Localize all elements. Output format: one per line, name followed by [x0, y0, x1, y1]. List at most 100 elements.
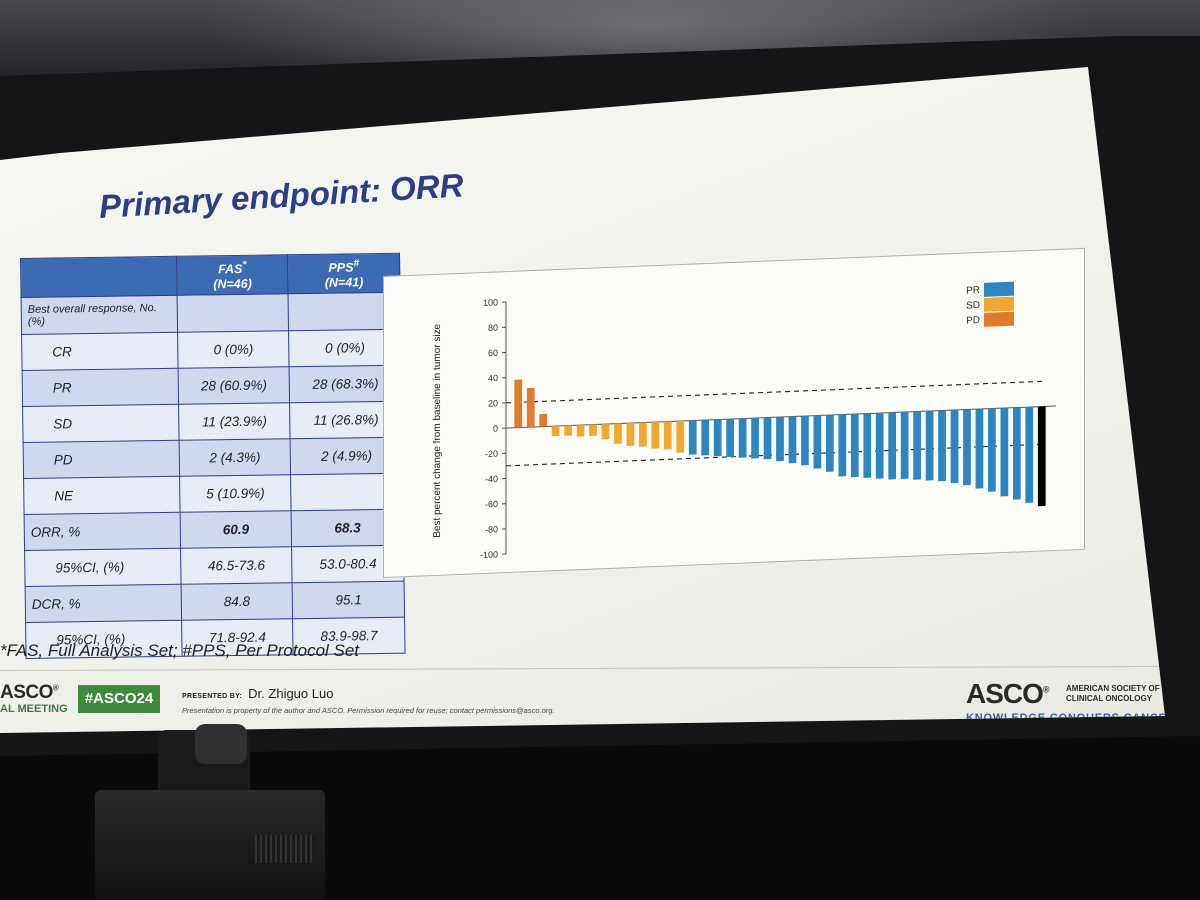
table-row: CR 0 (0%) 0 (0%) [21, 329, 402, 371]
legend-label: PR [966, 285, 980, 297]
waterfall-bar [925, 410, 934, 481]
waterfall-bar [988, 408, 996, 492]
conference-sub: AL MEETING [0, 703, 68, 715]
fas-value: 60.9 [179, 510, 292, 549]
society-name: AMERICAN SOCIETY OF CLINICAL ONCOLOGY [1066, 684, 1160, 703]
row-label: 95%CI, (%) [24, 548, 181, 587]
waterfall-bar [825, 414, 834, 472]
waterfall-bar [963, 409, 971, 486]
waterfall-bar [1037, 406, 1046, 507]
legend-swatch [984, 281, 1014, 297]
legend-swatch [984, 296, 1014, 312]
waterfall-chart-svg: 100 80 60 40 20 0 -20 -40 -60 -80 -100 Best percent… [432, 281, 1056, 560]
asco-brand-logo: ASCO® [966, 678, 1049, 709]
y-tick-label: -80 [485, 524, 498, 535]
footer-divider [0, 665, 1160, 672]
y-tick-label: -100 [480, 549, 498, 560]
waterfall-bar [713, 419, 722, 457]
row-label: Best overall response, No. (%) [21, 295, 178, 335]
fas-value: 28 (60.9%) [177, 366, 290, 405]
fas-value: 5 (10.9%) [179, 474, 292, 513]
table-header-fas: FAS* (N=46) [176, 254, 289, 296]
waterfall-bar [601, 423, 610, 440]
fas-value: 0 (0%) [177, 330, 290, 369]
table-row: Best overall response, No. (%) [21, 292, 401, 335]
pps-value: 95.1 [292, 581, 405, 619]
waterfall-bar [663, 421, 672, 450]
waterfall-bar [676, 420, 685, 453]
reference-line [506, 380, 1046, 404]
fas-value: 84.8 [180, 582, 294, 621]
y-tick-label: 0 [493, 423, 498, 433]
waterfall-bar [576, 424, 585, 437]
waterfall-bar [776, 416, 784, 462]
response-table: FAS* (N=46) PPS# (N=41) Best overall res… [20, 253, 406, 659]
table-row: ORR, % 60.9 68.3 [24, 509, 404, 551]
row-label: DCR, % [25, 584, 182, 623]
fas-value: 11 (23.9%) [178, 402, 291, 441]
waterfall-bar [950, 409, 959, 484]
y-tick-label: -60 [485, 499, 498, 510]
waterfall-bar [514, 379, 523, 428]
y-tick-label: 40 [488, 373, 498, 383]
table-row: NE 5 (10.9%) [23, 473, 404, 515]
fas-value [176, 293, 289, 333]
fas-value: 46.5-73.6 [180, 546, 293, 585]
waterfall-bar [701, 419, 710, 456]
waterfall-bar [688, 420, 697, 455]
table-row: SD 11 (23.9%) 11 (26.8%) [22, 401, 403, 443]
table-row: 95%CI, (%) 46.5-73.6 53.0-80.4 [24, 545, 405, 587]
waterfall-bar [564, 425, 572, 436]
waterfall-bar [850, 413, 859, 478]
table-row: DCR, % 84.8 95.1 [25, 581, 405, 623]
waterfall-bar [738, 418, 747, 458]
y-tick-label: 100 [483, 297, 498, 308]
waterfall-bar [763, 417, 772, 460]
waterfall-bar [838, 414, 847, 477]
presenter-name: Dr. Zhiguo Luo [248, 686, 334, 701]
table-row: PD 2 (4.3%) 2 (4.9%) [23, 437, 403, 479]
footnote: *FAS, Full Analysis Set; #PPS, Per Proto… [0, 641, 360, 660]
y-tick-label: -40 [485, 474, 498, 485]
waterfall-bar [788, 416, 797, 464]
waterfall-bar [888, 412, 897, 480]
waterfall-bar [526, 387, 535, 428]
legend-swatch [984, 311, 1014, 327]
y-tick-label: 20 [488, 398, 498, 408]
y-tick-label: -20 [485, 449, 498, 460]
waterfall-bar [913, 411, 921, 480]
waterfall-bar [551, 425, 560, 437]
waterfall-bar [813, 415, 822, 469]
waterfall-chart: 100 80 60 40 20 0 -20 -40 -60 -80 -100 Best percent… [383, 247, 1085, 579]
waterfall-bar [589, 424, 597, 437]
waterfall-bar [900, 411, 909, 479]
waterfall-bar [801, 415, 809, 466]
y-axis-label: Best percent change from baseline in tum… [432, 323, 443, 538]
waterfall-bar [1000, 407, 1009, 497]
waterfall-bar [938, 410, 946, 482]
row-label: CR [21, 332, 178, 371]
projector-vent [255, 835, 315, 863]
waterfall-bar [751, 417, 759, 459]
disclaimer: Presentation is property of the author a… [182, 706, 555, 715]
table-row: PR 28 (60.9%) 28 (68.3%) [22, 365, 402, 407]
y-tick-label: 60 [488, 348, 498, 358]
waterfall-bar [651, 421, 660, 449]
waterfall-bar [639, 422, 647, 447]
waterfall-bar [875, 412, 884, 479]
waterfall-bar [614, 423, 622, 444]
waterfall-bar [1012, 407, 1021, 500]
table-header-blank [20, 256, 177, 298]
conference-logo: ASCO® [0, 682, 59, 703]
waterfall-bar [626, 422, 635, 446]
hashtag-badge: #ASCO24 [78, 685, 160, 713]
waterfall-bar [539, 413, 548, 427]
legend-label: PD [966, 315, 980, 327]
slide-title: Primary endpoint: ORR [98, 166, 465, 225]
legend-label: SD [966, 300, 980, 312]
y-tick-label: 80 [488, 323, 498, 333]
waterfall-bar [975, 408, 984, 489]
waterfall-bar [863, 413, 872, 478]
waterfall-bar [726, 418, 735, 458]
row-label: PD [23, 440, 180, 479]
